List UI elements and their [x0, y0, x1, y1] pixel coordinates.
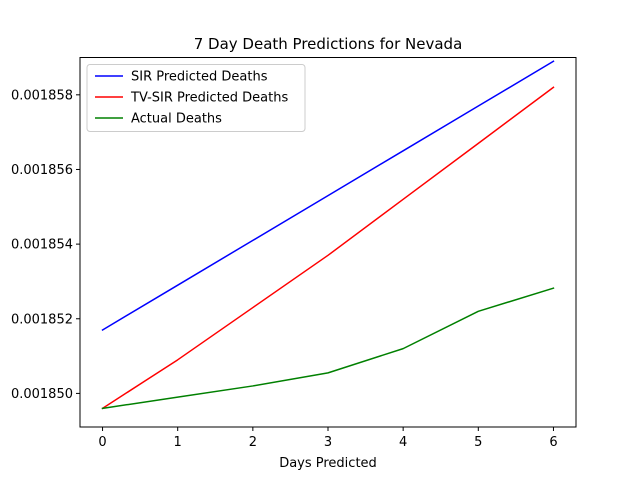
chart-title: 7 Day Death Predictions for Nevada: [194, 35, 463, 53]
x-tick-label: 6: [549, 435, 557, 450]
y-tick-label: 0.001852: [11, 312, 73, 327]
series-line-0: [101, 60, 555, 331]
x-tick-label: 3: [324, 435, 332, 450]
x-tick-label: 5: [474, 435, 482, 450]
series-line-2: [101, 287, 555, 410]
legend-box: [86, 64, 306, 132]
x-tick-label: 0: [98, 435, 106, 450]
y-tick-label: 0.001856: [11, 163, 73, 178]
legend: SIR Predicted Deaths TV-SIR Predicted Dea…: [86, 64, 306, 132]
y-tick-label: 0.001858: [11, 88, 73, 103]
legend-label: SIR Predicted Deaths: [131, 70, 268, 85]
x-axis-title: Days Predicted: [279, 456, 377, 471]
y-axis: 0.001850 0.001852 0.001854 0.001856 0.001858: [11, 88, 80, 402]
legend-label: Actual Deaths: [131, 112, 222, 127]
series-layer: [101, 60, 555, 410]
x-tick-label: 1: [174, 435, 182, 450]
series-line-1: [101, 86, 555, 410]
y-tick-label: 0.001850: [11, 387, 73, 402]
x-tick-label: 4: [399, 435, 407, 450]
x-tick-label: 2: [249, 435, 257, 450]
y-tick-label: 0.001854: [11, 238, 73, 253]
x-axis: 0 1 2 3 4 5 6: [98, 427, 558, 450]
legend-label: TV-SIR Predicted Deaths: [130, 91, 288, 106]
